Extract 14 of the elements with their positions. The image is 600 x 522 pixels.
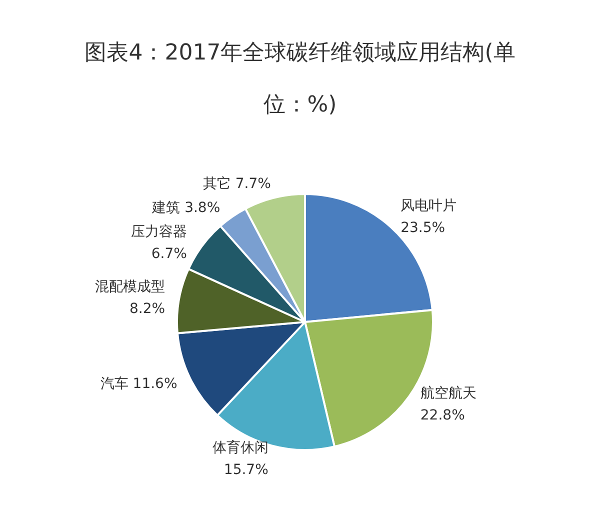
slice-label: 建筑 3.8% (151, 200, 220, 216)
slice-label: 汽车 11.6% (100, 376, 178, 392)
slice-label: 航空航天 (420, 386, 476, 402)
data-label: 15.7% (224, 462, 268, 478)
data-label: 6.7% (151, 246, 187, 262)
slice-label: 风电叶片 (400, 198, 457, 214)
data-label: 23.5% (400, 220, 446, 236)
slice-label: 体育休闲 (212, 439, 268, 456)
slice-label: 压力容器 (130, 224, 187, 240)
data-label: 8.2% (129, 301, 166, 318)
data-label: 22.8% (420, 408, 465, 424)
chart-title: 图表4：2017年全球碳纤维领域应用结构(单位：%) (84, 40, 516, 118)
slice-label: 其它 7.7% (202, 176, 271, 192)
slice-label: 混配模成型 (95, 279, 166, 296)
